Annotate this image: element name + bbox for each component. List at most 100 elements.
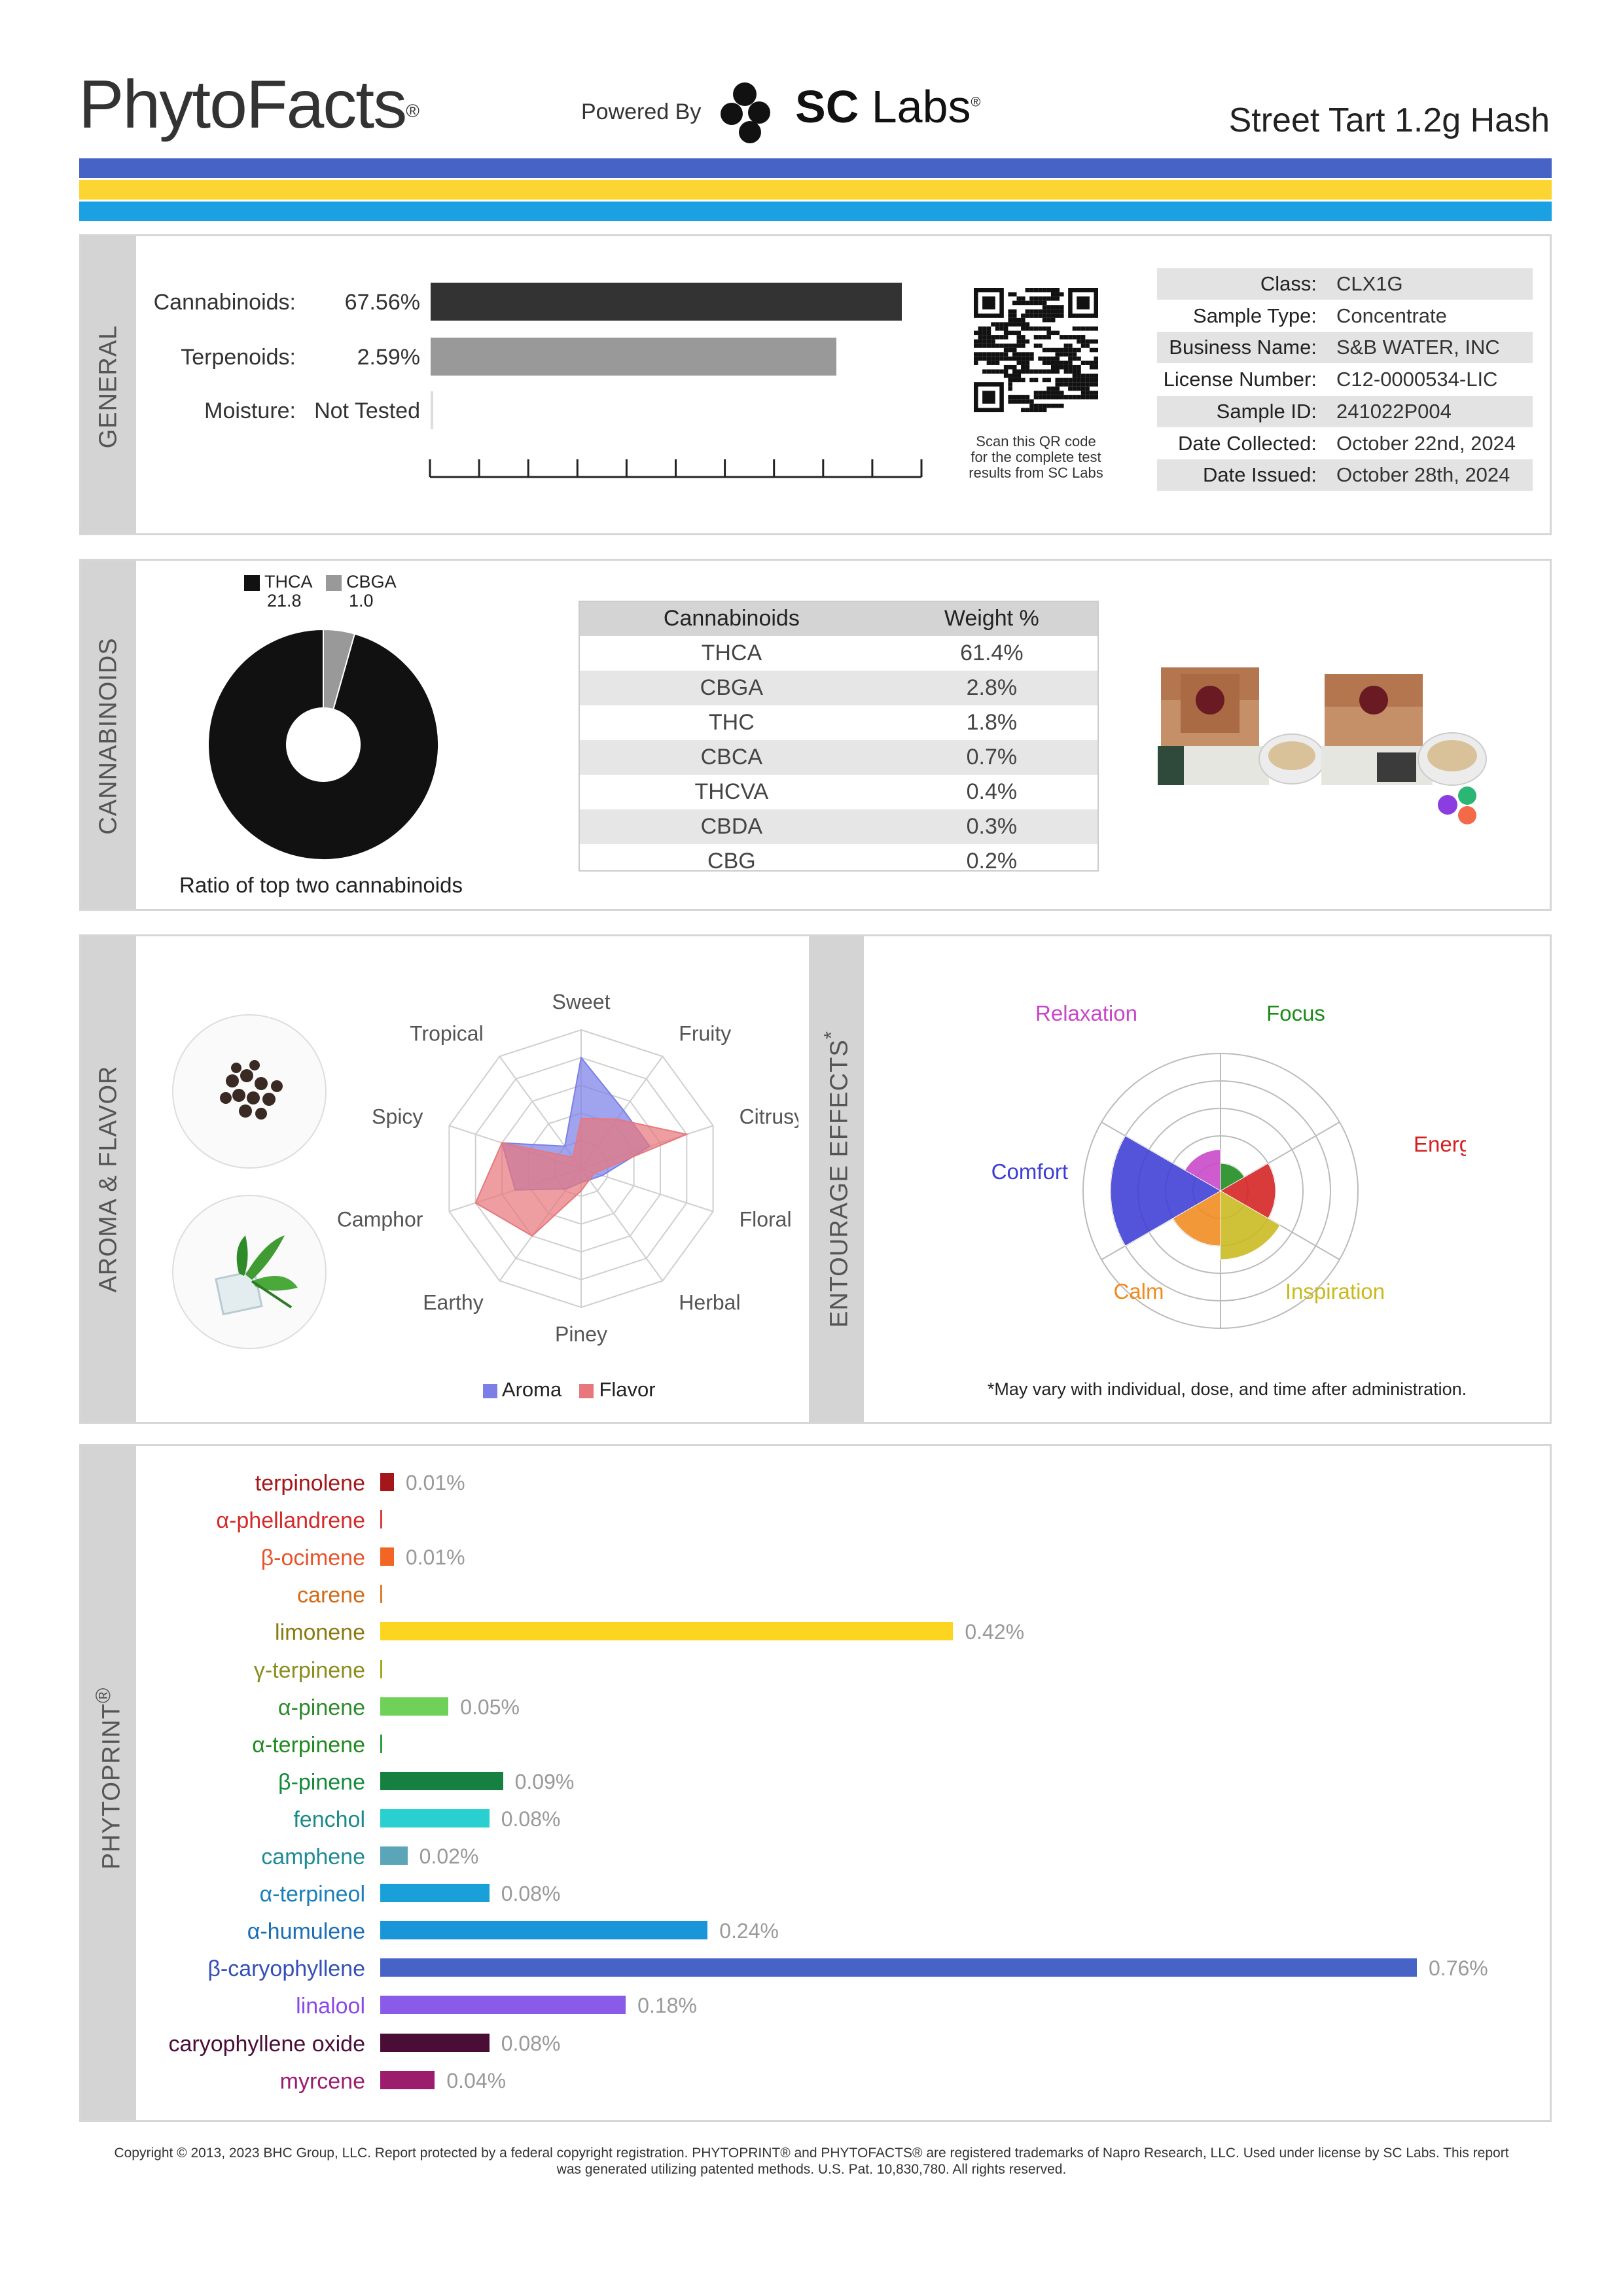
info-key: Business Name: <box>1169 336 1317 359</box>
polar-sector-relaxation <box>1184 1149 1221 1192</box>
polar-sector-inspiration <box>1220 1190 1281 1260</box>
legend-aroma: Aroma <box>501 1378 562 1401</box>
info-value: C12-0000534-LIC <box>1336 368 1498 391</box>
entourage-note: *May vary with individual, dose, and tim… <box>987 1379 1467 1399</box>
info-key: Sample ID: <box>1216 399 1317 423</box>
terpene-bar <box>380 1809 490 1828</box>
terpene-label: carene <box>297 1583 365 1608</box>
table-row: CBG 0.2% <box>579 844 1099 879</box>
table-border <box>579 601 1099 872</box>
terpene-value: 0.09% <box>514 1769 575 1793</box>
donut-slice-thca <box>207 628 439 860</box>
terpene-bar <box>380 1846 408 1865</box>
table-header-cannabinoids: Cannabinoids <box>579 601 885 636</box>
aroma-legend: Aroma Flavor <box>483 1378 656 1402</box>
info-key: Class: <box>1260 272 1317 295</box>
info-row: Date Collected: October 22nd, 2024 <box>1157 428 1533 459</box>
general-scale <box>429 459 923 478</box>
sc-labs-logo-icon <box>721 82 770 143</box>
info-row: Sample ID: 241022P004 <box>1157 395 1533 427</box>
terpene-label: α-pinene <box>277 1695 365 1720</box>
terpene-value: 0.76% <box>1429 1956 1488 1981</box>
terpene-bar <box>380 1734 382 1753</box>
terpene-label: γ-terpinene <box>253 1657 365 1683</box>
cannabinoid-donut <box>207 628 439 860</box>
general-side: GENERAL <box>81 236 136 533</box>
terpene-label: linalool <box>296 1994 365 2019</box>
legend-thca-value: 21.8 <box>267 591 302 610</box>
cannabinoid-weight: 0.4% <box>966 779 1018 804</box>
radar-axis-label: Tropical <box>410 1022 484 1046</box>
terpene-bar <box>380 1659 382 1678</box>
general-value-0: 67.56% <box>344 290 420 315</box>
terpene-label: terpinolene <box>255 1471 365 1496</box>
phytoprint-label: PHYTOPRINT® <box>91 1687 126 1870</box>
cannabinoid-weight: 0.7% <box>884 740 1099 775</box>
radar-axis-label: Earthy <box>423 1290 483 1314</box>
cannabinoid-weight: 1.8% <box>966 710 1018 735</box>
terpene-bar <box>380 1510 382 1529</box>
copyright-footer: Copyright © 2013, 2023 BHC Group, LLC. R… <box>114 2146 1509 2177</box>
terpene-label: α-phellandrene <box>216 1508 365 1534</box>
info-row: Business Name: S&B WATER, INC <box>1157 332 1533 364</box>
entourage-label: ENTOURAGE EFFECTS* <box>819 1030 853 1328</box>
cannabinoid-name: THCVA <box>694 779 769 804</box>
info-value: CLX1G <box>1336 272 1403 295</box>
info-value: S&B WATER, INC <box>1336 336 1500 359</box>
general-label-1: Terpenoids: <box>181 345 296 370</box>
info-value: October 28th, 2024 <box>1336 463 1510 487</box>
aroma-label: AROMA & FLAVOR <box>94 1065 122 1293</box>
radar-axis-label: Herbal <box>679 1290 740 1314</box>
cannabinoid-name: THCA <box>701 641 762 665</box>
terpene-label: β-pinene <box>278 1769 365 1795</box>
radar-spoke <box>580 1168 664 1282</box>
general-value-2: Not Tested <box>314 398 420 423</box>
cannabinoid-name: CBGA <box>579 671 885 705</box>
sc-labs-name: SC Labs® <box>795 81 981 132</box>
terpene-label: β-caryophyllene <box>207 1956 365 1982</box>
terpene-label: camphene <box>261 1845 365 1869</box>
radar-axis-label: Camphor <box>337 1207 423 1231</box>
donut-caption: Ratio of top two cannabinoids <box>179 873 463 897</box>
terpene-bar <box>380 1771 503 1790</box>
terpene-value: 0.01% <box>405 1471 465 1494</box>
terpene-label: limonene <box>275 1620 365 1646</box>
terpene-value: 0.18% <box>637 1994 697 2018</box>
terpene-value: 0.08% <box>501 1807 561 1831</box>
terpene-value: 0.24% <box>719 1919 779 1943</box>
brand-logo: PhytoFacts® <box>79 67 419 143</box>
peppercorn-image <box>172 1014 327 1169</box>
donut-slice-cbga <box>323 628 356 711</box>
terpene-value: 0.04% <box>446 2068 507 2093</box>
cannabinoid-name: CBDA <box>579 809 885 844</box>
legend-thca: THCA <box>264 572 312 592</box>
terpene-label: α-terpinene <box>252 1732 365 1757</box>
info-key: Date Issued: <box>1202 463 1317 487</box>
terpene-label: β-ocimene <box>260 1545 365 1571</box>
table-row: THCA 61.4% <box>579 636 1099 671</box>
terpene-value: 0.01% <box>405 1545 465 1570</box>
product-name: Street Tart 1.2g Hash <box>1228 101 1550 139</box>
info-row: Class: CLX1G <box>1157 268 1533 300</box>
polar-sector-calm <box>1172 1190 1221 1246</box>
table-row: THCVA 0.4% <box>579 775 1099 809</box>
effect-label-comfort: Comfort <box>991 1159 1068 1184</box>
cannabinoid-weight: 2.8% <box>884 671 1099 705</box>
general-bar-2 <box>431 391 433 429</box>
legend-aroma-swatch <box>483 1383 497 1398</box>
stripe-blue <box>79 158 1552 178</box>
general-label: GENERAL <box>94 325 122 449</box>
table-row: CBGA 2.8% <box>579 671 1099 705</box>
terpene-label: fenchol <box>293 1807 365 1832</box>
aroma-side: AROMA & FLAVOR <box>81 936 136 1422</box>
info-row: Date Issued: October 28th, 2024 <box>1157 459 1533 491</box>
terpene-bar <box>380 1996 626 2015</box>
phytoprint-panel: PHYTOPRINT® <box>79 1444 1552 2122</box>
terpene-bar <box>380 1585 382 1604</box>
info-value: 241022P004 <box>1336 399 1452 423</box>
product-photo <box>1158 667 1487 824</box>
table-row: THC 1.8% <box>579 705 1099 740</box>
cannabinoid-weight: 0.3% <box>884 809 1099 844</box>
entourage-side: ENTOURAGE EFFECTS* <box>809 936 864 1422</box>
radar-axis-label: Spicy <box>372 1105 423 1129</box>
